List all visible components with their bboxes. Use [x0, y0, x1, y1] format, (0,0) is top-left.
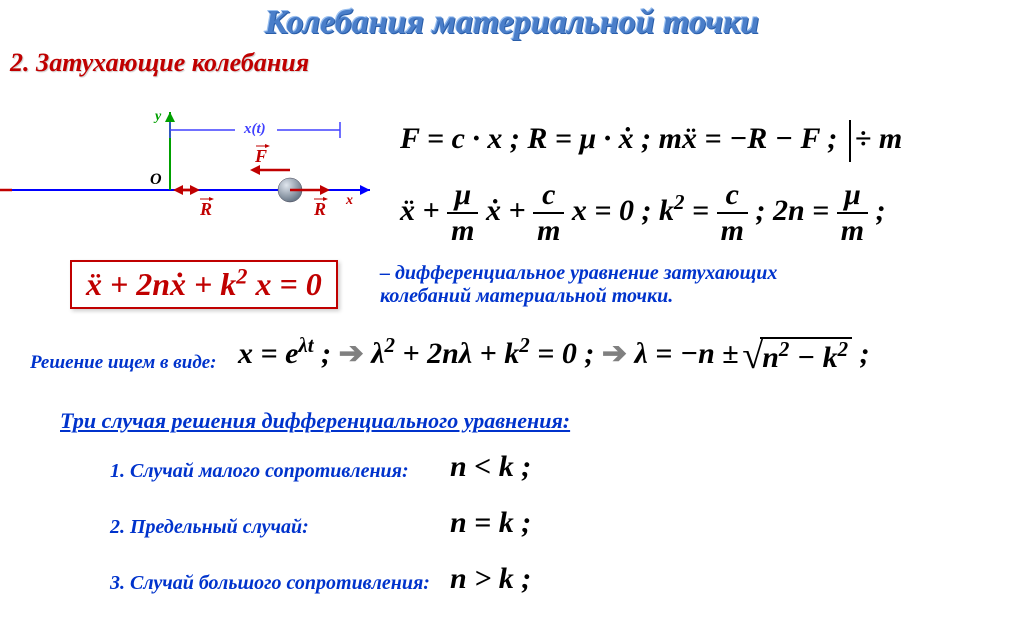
- boxed-text-b: x = 0: [247, 266, 321, 302]
- eq2-eq: =: [692, 194, 717, 227]
- page-title: Колебания материальной точки: [0, 0, 1024, 42]
- case-2-formula: n = k ;: [450, 506, 531, 540]
- diagram-label-x: x: [345, 193, 353, 208]
- boxed-note-line2: колебаний материальной точки.: [380, 285, 673, 307]
- eq2-xdot: ẋ: [486, 194, 501, 227]
- diagram-vec-R1: R: [199, 199, 212, 219]
- arrow-icon: ➔: [602, 337, 627, 370]
- eq2-end: ;: [876, 194, 886, 227]
- boxed-note: – дифференциальное уравнение затухающих …: [380, 262, 777, 308]
- case-2-label: 2. Предельный случай:: [110, 516, 309, 539]
- eq2-frac-c-m2: cm: [717, 180, 748, 246]
- divider-icon: [849, 120, 851, 162]
- eq2-x: x: [572, 194, 587, 227]
- diagram-vec-R2: R: [313, 199, 326, 219]
- diagram-label-y: y: [153, 109, 162, 124]
- boxed-differential-eq: ẍ + 2nẋ + k2 x = 0: [70, 260, 338, 309]
- cases-heading: Три случая решения дифференциального ура…: [60, 408, 570, 434]
- equation-line-2: ẍ + μm ẋ + cm x = 0 ; k2 = cm ; 2n = μm …: [400, 180, 886, 246]
- diagram-label-O: O: [150, 171, 162, 188]
- eq3-p1: x = e: [238, 337, 298, 370]
- arrow-icon: ➔: [339, 337, 364, 370]
- eq2-2n: ; 2n =: [755, 194, 836, 227]
- eq3-p2: λ: [371, 337, 384, 370]
- equation-line-1: F = c · x ; R = μ · ẋ ; mẍ = −R − F ; ÷ …: [400, 120, 902, 162]
- case-1-label: 1. Случай малого сопротивления:: [110, 460, 409, 483]
- eq3-sup3: 2: [519, 333, 530, 357]
- eq2-eq0: = 0 ; k: [594, 194, 674, 227]
- case-1-formula: n < k ;: [450, 450, 531, 484]
- eq3-end: ;: [852, 337, 870, 370]
- case-3-formula: n > k ;: [450, 562, 531, 596]
- eq1-text: F = c · x ; R = μ · ẋ ; mẍ = −R − F ;: [400, 122, 837, 155]
- diagram-vec-F: F: [254, 146, 267, 166]
- diagram-label-xt: x(t): [243, 121, 266, 137]
- oscillation-diagram: y x O x(t) F R R: [0, 100, 380, 240]
- sqrt-icon: n2 − k2: [746, 337, 852, 375]
- boxed-text-a: ẍ + 2nẋ + k: [86, 266, 236, 302]
- section-subtitle: 2. Затухающие колебания: [10, 48, 1024, 78]
- eq3-p4: = 0 ;: [530, 337, 595, 370]
- eq1-divm: ÷ m: [855, 122, 902, 155]
- boxed-note-line1: – дифференциальное уравнение затухающих: [380, 262, 777, 284]
- eq2-frac-mu-m2: μm: [837, 180, 868, 246]
- eq3-p5: λ = −n ±: [634, 337, 746, 370]
- eq2-xddot: ẍ: [400, 194, 415, 227]
- eq3-exp: λt: [298, 333, 313, 357]
- solution-label: Решение ищем в виде:: [30, 352, 217, 374]
- eq3-p3: + 2nλ + k: [395, 337, 519, 370]
- equation-line-3: x = eλt ; ➔ λ2 + 2nλ + k2 = 0 ; ➔ λ = −n…: [238, 336, 870, 375]
- eq2-frac-mu-m: μm: [447, 180, 478, 246]
- eq3-sup2: 2: [385, 333, 396, 357]
- eq2-sup-k2: 2: [674, 190, 685, 214]
- eq2-plus2: +: [508, 194, 525, 227]
- case-3-label: 3. Случай большого сопротивления:: [110, 572, 430, 595]
- eq2-frac-c-m: cm: [533, 180, 564, 246]
- boxed-sup: 2: [236, 263, 247, 288]
- eq3-semi1: ;: [314, 337, 332, 370]
- eq2-plus1: +: [423, 194, 440, 227]
